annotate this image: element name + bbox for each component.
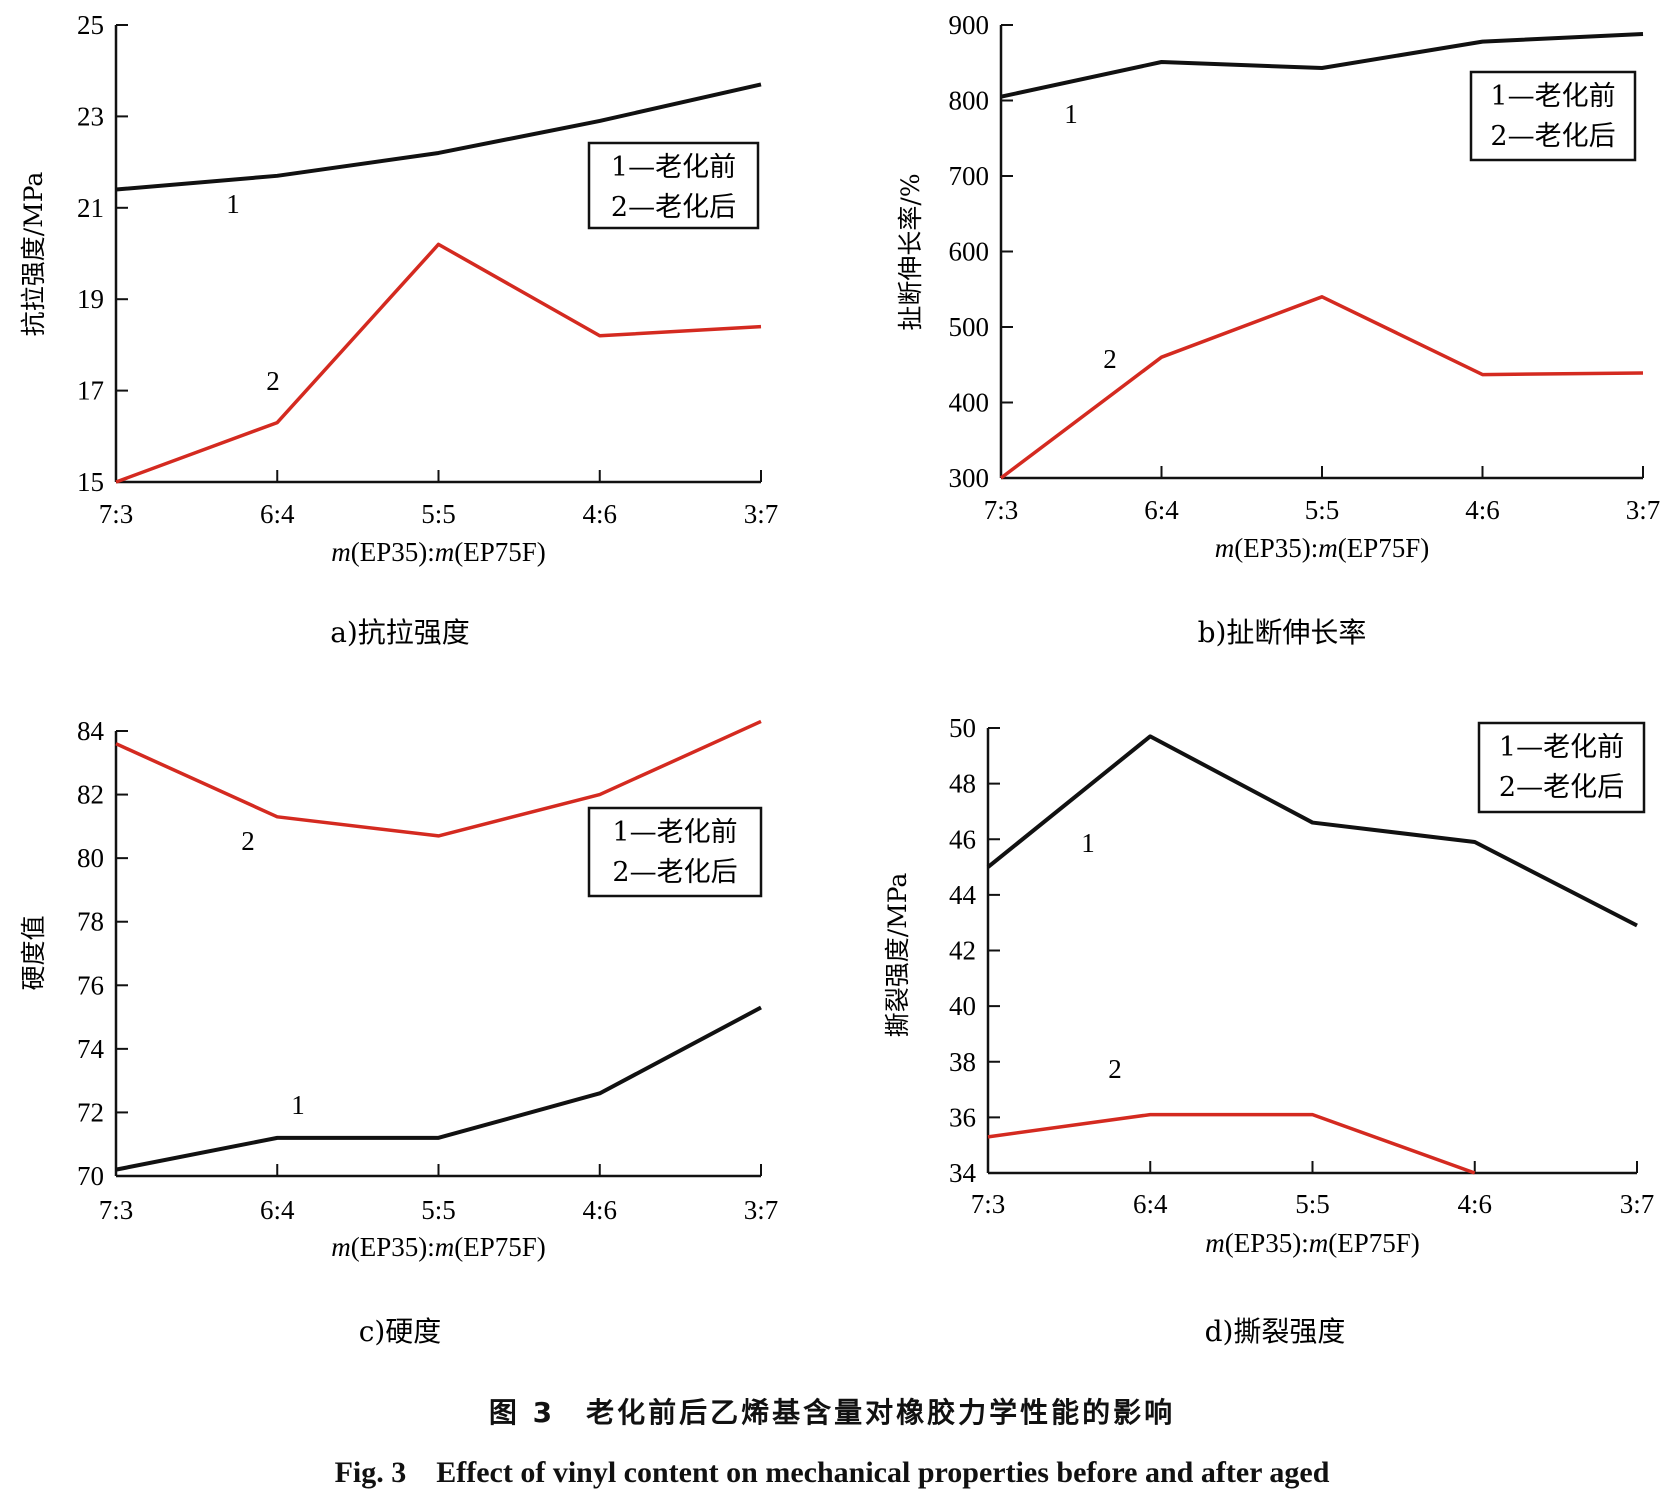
x-tick-label: 4:6 (1457, 1189, 1492, 1219)
y-tick-label: 400 (949, 388, 990, 418)
x-tick-label: 5:5 (1295, 1189, 1330, 1219)
x-tick-label: 6:4 (260, 499, 295, 529)
x-tick-label: 6:4 (1144, 495, 1179, 525)
x-tick-label: 4:6 (1465, 495, 1500, 525)
y-tick-label: 500 (949, 312, 990, 342)
x-tick-label: 7:3 (971, 1189, 1006, 1219)
y-tick-label: 15 (77, 467, 104, 497)
y-tick-label: 44 (949, 880, 977, 910)
y-tick-label: 17 (77, 376, 104, 406)
y-tick-label: 23 (77, 101, 104, 131)
x-tick-label: 7:3 (99, 499, 134, 529)
y-tick-label: 78 (77, 907, 104, 937)
x-tick-label: 4:6 (582, 1195, 617, 1225)
series-line-2 (987, 1112, 1476, 1175)
legend-entry: 1—老化前 (1499, 732, 1624, 763)
x-tick-label: 3:7 (1626, 495, 1661, 525)
x-axis-label: m(EP35):m(EP75F) (1215, 533, 1430, 563)
series-line-1 (115, 82, 762, 192)
y-tick-label: 900 (949, 10, 990, 40)
series-label-2: 2 (266, 366, 280, 396)
y-axis-label: 硬度值 (19, 915, 48, 990)
y-tick-label: 72 (77, 1097, 104, 1127)
series-line-1 (115, 1005, 762, 1172)
chart-panel-3: 70 72 74 76 78 80 82 84 7:3 6:4 5:5 4:6 3:7 m(EP35):m… (19, 716, 778, 1348)
x-tick-label: 4:6 (582, 499, 617, 529)
y-tick-label: 19 (77, 284, 104, 314)
legend-entry: 2—老化后 (612, 857, 737, 888)
x-axis-label: m(EP35):m(EP75F) (331, 1232, 546, 1262)
series-line-2 (115, 242, 762, 484)
panel-caption: b)扯断伸长率 (1198, 616, 1367, 649)
y-tick-label: 50 (949, 713, 976, 743)
y-tick-label: 46 (949, 824, 976, 854)
y-tick-label: 84 (77, 716, 105, 746)
series-line-1 (1000, 32, 1644, 99)
y-axis-label: 扯断伸长率/% (896, 173, 925, 330)
series-label-2: 2 (1108, 1054, 1122, 1084)
y-tick-label: 36 (949, 1102, 976, 1132)
figure-caption-chinese: 图 3 老化前后乙烯基含量对橡胶力学性能的影响 (488, 1396, 1176, 1429)
y-tick-label: 40 (949, 991, 976, 1021)
x-tick-label: 6:4 (1133, 1189, 1168, 1219)
y-tick-label: 25 (77, 10, 104, 40)
series-label-1: 1 (226, 189, 240, 219)
legend-box (1469, 70, 1637, 162)
series-label-1: 1 (1064, 99, 1078, 129)
y-tick-label: 42 (949, 936, 976, 966)
x-tick-label: 7:3 (984, 495, 1019, 525)
x-tick-label: 5:5 (421, 499, 456, 529)
y-tick-label: 34 (949, 1158, 977, 1188)
y-tick-label: 48 (949, 769, 976, 799)
legend-entry: 1—老化前 (1490, 81, 1615, 112)
chart-panel-2: 300 400 500 600 700 800 900 7:3 6:4 5:5 4:6 3:7 m(EP… (896, 10, 1660, 649)
x-tick-label: 5:5 (421, 1195, 456, 1225)
x-axis-label: m(EP35):m(EP75F) (331, 537, 546, 567)
legend-box (587, 806, 763, 898)
y-axis-label: 撕裂强度/MPa (883, 873, 912, 1038)
y-tick-label: 600 (949, 237, 990, 267)
series-label-2: 2 (241, 826, 255, 856)
legend-entry: 1—老化前 (611, 152, 736, 183)
y-tick-label: 76 (77, 970, 104, 1000)
chart-panel-4: 34 36 38 40 42 44 46 48 50 7:3 6:4 5:5 4:6 3:7 m(EP35)… (883, 713, 1654, 1348)
panel-caption: a)抗拉强度 (330, 616, 470, 649)
figure-caption-english: Fig. 3 Effect of vinyl content on mechan… (334, 1456, 1330, 1489)
y-tick-label: 80 (77, 843, 104, 873)
x-tick-label: 7:3 (99, 1195, 134, 1225)
series-label-1: 1 (291, 1090, 305, 1120)
legend-entry: 2—老化后 (1499, 772, 1624, 803)
x-tick-label: 3:7 (744, 1195, 779, 1225)
y-tick-label: 800 (949, 86, 990, 116)
series-line-2 (999, 295, 1644, 480)
legend-box (587, 141, 760, 230)
series-label-1: 1 (1081, 828, 1095, 858)
x-axis-label: m(EP35):m(EP75F) (1205, 1228, 1420, 1258)
series-line-2 (115, 719, 762, 838)
y-axis-label: 抗拉强度/MPa (19, 172, 48, 337)
panel-caption: c)硬度 (359, 1315, 442, 1348)
legend-entry: 2—老化后 (611, 192, 736, 223)
x-tick-label: 3:7 (1620, 1189, 1655, 1219)
y-tick-label: 82 (77, 780, 104, 810)
x-tick-label: 6:4 (260, 1195, 295, 1225)
x-tick-label: 5:5 (1305, 495, 1340, 525)
legend-entry: 1—老化前 (612, 817, 737, 848)
series-label-2: 2 (1103, 344, 1117, 374)
x-tick-label: 3:7 (744, 499, 779, 529)
y-tick-label: 21 (77, 193, 104, 223)
panel-caption: d)撕裂强度 (1205, 1315, 1346, 1348)
series-line-1 (986, 734, 1638, 928)
y-tick-label: 700 (949, 161, 990, 191)
y-tick-label: 70 (77, 1161, 104, 1191)
y-tick-label: 38 (949, 1047, 976, 1077)
legend-entry: 2—老化后 (1490, 121, 1615, 152)
legend-box (1477, 721, 1646, 814)
y-tick-label: 74 (77, 1034, 105, 1064)
y-tick-label: 300 (949, 463, 990, 493)
